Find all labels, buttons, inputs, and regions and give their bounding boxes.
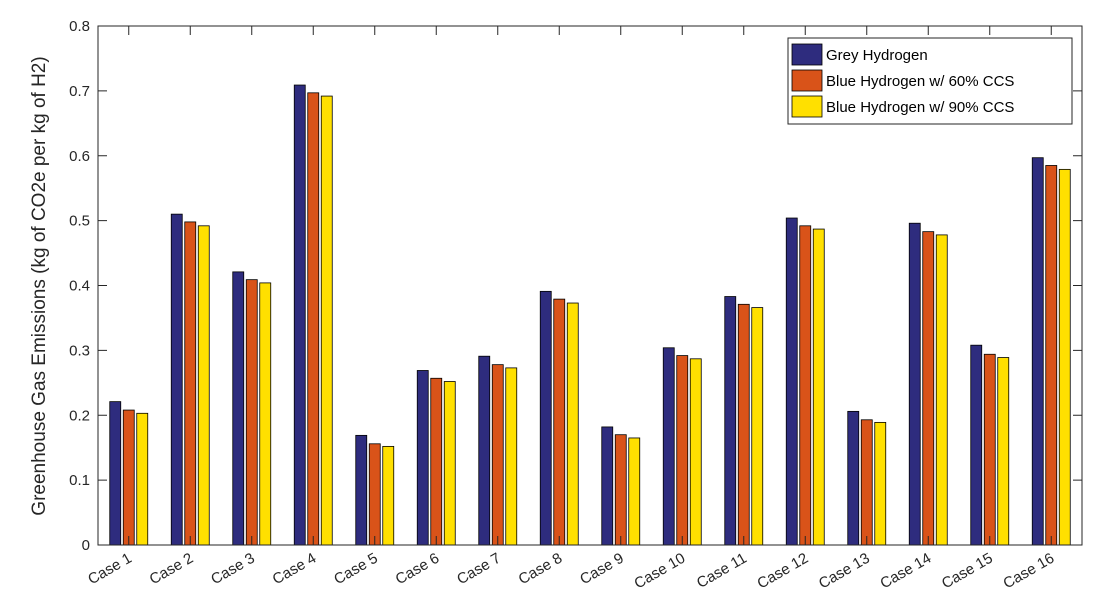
y-tick-label: 0.1 xyxy=(69,472,90,489)
bar-1-2 xyxy=(170,213,183,546)
bars-layer xyxy=(109,84,1071,546)
bar-3-6 xyxy=(443,381,456,546)
bar-2-8 xyxy=(553,298,566,546)
legend-swatch xyxy=(791,69,823,92)
bar-1-10 xyxy=(662,347,675,546)
bar-2-6 xyxy=(430,377,443,546)
bar-1-3 xyxy=(232,271,245,546)
y-tick-labels: 0 0.1 0.2 0.3 0.4 0.5 0.6 0.7 0.8 xyxy=(69,18,90,554)
bar-1-4 xyxy=(293,84,306,546)
y-tick-label: 0.2 xyxy=(69,407,90,424)
x-tick-labels: Case 1 Case 2 Case 3 Case 4 Case 5 Case 6 Case… xyxy=(85,550,1057,593)
bar-3-12 xyxy=(812,228,825,546)
bar-2-11 xyxy=(737,303,750,546)
bar-3-1 xyxy=(136,412,149,546)
bar-2-3 xyxy=(245,279,258,546)
x-tick-label: Case 2 xyxy=(147,550,197,588)
bar-3-4 xyxy=(320,95,333,546)
bar-1-11 xyxy=(724,296,737,546)
legend-swatch xyxy=(791,43,823,66)
y-tick-label: 0.3 xyxy=(69,342,90,359)
y-tick-label: 0.5 xyxy=(69,213,90,230)
x-tick-label: Case 11 xyxy=(694,550,750,592)
bar-1-12 xyxy=(785,217,798,546)
legend-label: Blue Hydrogen w/ 60% CCS xyxy=(826,73,1014,90)
legend-swatch xyxy=(791,95,823,118)
bar-3-8 xyxy=(566,302,579,546)
bar-3-7 xyxy=(505,367,518,546)
bar-1-15 xyxy=(970,344,983,546)
bar-3-15 xyxy=(997,357,1010,546)
bar-1-13 xyxy=(847,410,860,546)
bar-1-5 xyxy=(355,434,368,546)
x-tick-label: Case 13 xyxy=(816,550,873,593)
ticks-layer xyxy=(98,25,1082,546)
bar-2-15 xyxy=(983,353,996,546)
bar-3-10 xyxy=(689,358,702,546)
x-tick-label: Case 15 xyxy=(939,550,996,593)
bar-2-9 xyxy=(614,434,627,546)
bar-1-14 xyxy=(908,222,921,546)
y-tick-label: 0 xyxy=(82,537,90,554)
x-tick-label: Case 3 xyxy=(208,550,258,588)
x-tick-label: Case 1 xyxy=(85,550,135,588)
bar-2-2 xyxy=(184,221,197,546)
bar-3-13 xyxy=(874,421,887,546)
bar-3-9 xyxy=(628,437,641,546)
x-tick-label: Case 4 xyxy=(270,550,320,588)
bar-2-12 xyxy=(799,225,812,546)
legend: Grey Hydrogen Blue Hydrogen w/ 60% CCS Blu… xyxy=(787,37,1073,125)
y-axis-label: Greenhouse Gas Emissions (kg of CO2e per… xyxy=(29,56,50,515)
bar-2-13 xyxy=(860,419,873,546)
x-tick-label: Case 14 xyxy=(877,550,934,593)
y-tick-label: 0.6 xyxy=(69,148,90,165)
bar-3-16 xyxy=(1058,168,1071,546)
bar-3-3 xyxy=(259,282,272,546)
bar-3-2 xyxy=(197,225,210,546)
legend-label: Blue Hydrogen w/ 90% CCS xyxy=(826,99,1014,116)
y-tick-label: 0.8 xyxy=(69,18,90,35)
bar-1-9 xyxy=(601,426,614,546)
x-tick-label: Case 9 xyxy=(577,550,627,588)
bar-3-11 xyxy=(751,307,764,546)
x-tick-label: Case 16 xyxy=(1000,550,1057,593)
bar-1-1 xyxy=(109,401,122,546)
x-tick-label: Case 6 xyxy=(393,550,443,588)
bar-2-7 xyxy=(491,364,504,546)
y-tick-label: 0.4 xyxy=(69,278,90,295)
bar-2-16 xyxy=(1045,165,1058,546)
x-tick-label: Case 7 xyxy=(454,550,504,588)
legend-box xyxy=(787,37,1073,125)
bar-1-6 xyxy=(416,370,429,546)
y-tick-label: 0.7 xyxy=(69,83,90,100)
bar-1-16 xyxy=(1031,157,1044,546)
bar-3-14 xyxy=(935,234,948,546)
bar-1-8 xyxy=(539,290,552,546)
x-tick-label: Case 5 xyxy=(331,550,381,588)
x-tick-label: Case 10 xyxy=(631,550,688,593)
bar-2-4 xyxy=(307,92,320,546)
legend-label: Grey Hydrogen xyxy=(826,47,928,64)
bar-2-14 xyxy=(922,231,935,546)
x-tick-label: Case 8 xyxy=(516,550,566,588)
bar-1-7 xyxy=(478,355,491,546)
bar-2-10 xyxy=(676,355,689,546)
bar-2-5 xyxy=(368,443,381,546)
x-tick-label: Case 12 xyxy=(754,550,811,593)
bar-2-1 xyxy=(122,409,135,546)
bar-3-5 xyxy=(382,445,395,546)
